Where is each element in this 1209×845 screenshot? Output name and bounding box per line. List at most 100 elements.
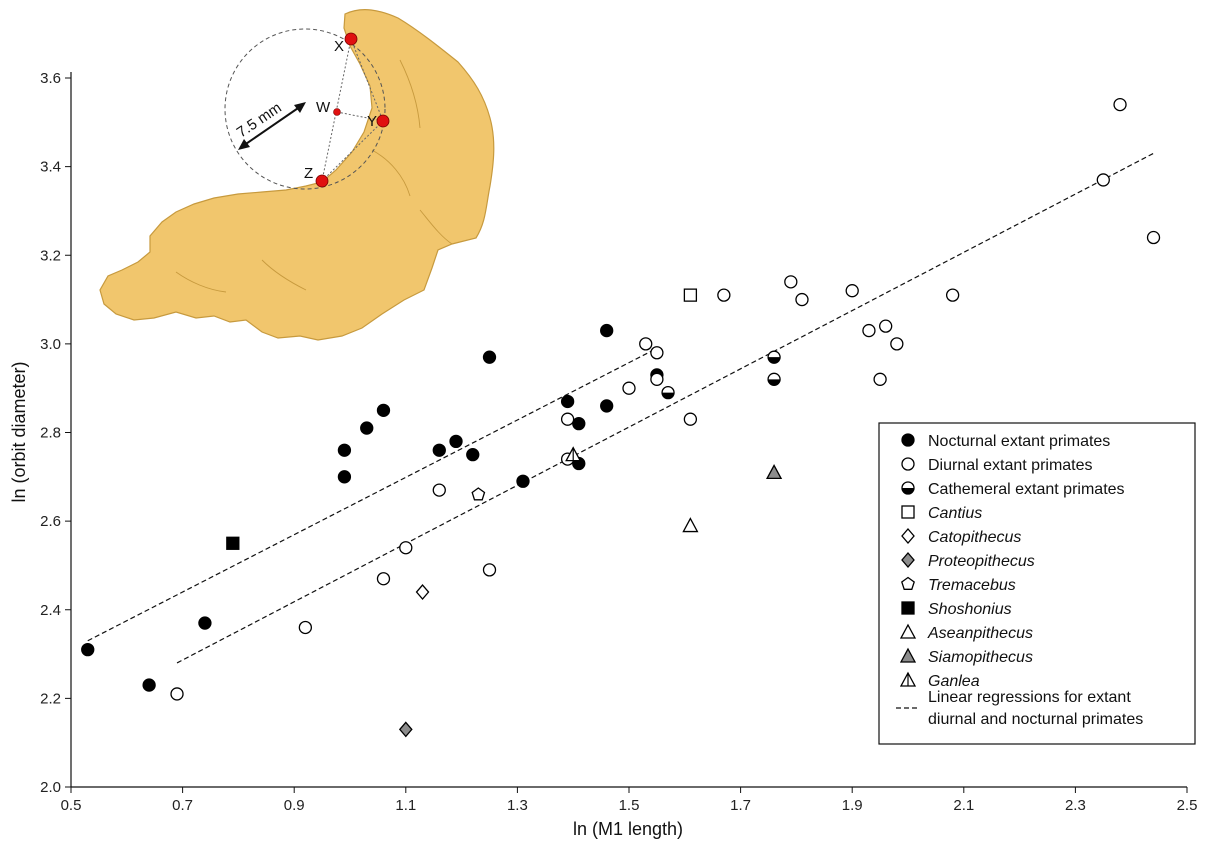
legend-marker — [901, 528, 915, 544]
x-tick-label: 2.5 — [1177, 797, 1198, 814]
x-tick-label: 1.3 — [507, 797, 528, 814]
y-tick-label: 3.2 — [40, 247, 61, 264]
y-tick-label: 3.4 — [40, 159, 61, 176]
legend-label: Nocturnal extant primates — [928, 433, 1110, 450]
data-point — [650, 346, 664, 360]
data-point — [432, 483, 446, 497]
legend-marker — [901, 505, 915, 519]
legend-marker — [899, 623, 917, 639]
data-point — [376, 572, 391, 586]
legend-box — [878, 422, 1196, 745]
legend-label: Ganlea — [928, 673, 980, 690]
orbit-chord — [350, 38, 384, 122]
x-tick-label: 1.5 — [619, 797, 640, 814]
x-tick-label: 1.9 — [842, 797, 863, 814]
landmark-label-z: Z — [304, 165, 313, 182]
data-point — [650, 372, 664, 386]
data-point — [482, 350, 497, 364]
y-tick-label: 2.0 — [40, 779, 61, 796]
y-tick-label: 3.0 — [40, 336, 61, 353]
x-tick-label: 0.7 — [172, 797, 193, 814]
legend-label: Aseanpithecus — [927, 625, 1033, 642]
data-point — [572, 416, 586, 431]
data-point — [1113, 97, 1127, 112]
x-tick-label: 0.9 — [284, 797, 305, 814]
data-point — [879, 319, 893, 333]
data-point — [784, 275, 798, 289]
data-point — [890, 337, 904, 351]
x-tick-label: 0.5 — [61, 797, 82, 814]
data-points — [81, 97, 1161, 738]
scale-arrow — [239, 103, 305, 149]
data-point — [560, 394, 575, 409]
regression-line — [87, 347, 658, 642]
legend-label: diurnal and nocturnal primates — [928, 711, 1143, 728]
data-point — [449, 434, 463, 449]
y-tick-label: 2.2 — [40, 690, 61, 707]
data-point — [466, 448, 480, 462]
landmark-z — [315, 174, 329, 188]
data-point — [600, 399, 614, 413]
legend-label: Catopithecus — [928, 529, 1021, 546]
legend-label: Cathemeral extant primates — [928, 481, 1125, 498]
legend-label: Cantius — [928, 505, 982, 522]
data-point — [565, 446, 582, 462]
legend-label: Proteopithecus — [928, 553, 1035, 570]
legend-label: Shoshonius — [928, 601, 1012, 618]
legend-marker — [901, 433, 915, 447]
data-point — [767, 372, 781, 386]
legend-label: Tremacebus — [928, 577, 1016, 594]
data-point — [560, 412, 575, 426]
data-point — [683, 412, 698, 426]
legend-marker — [901, 552, 915, 568]
data-point — [622, 381, 636, 395]
landmark-w — [333, 108, 341, 116]
y-tick-label: 2.6 — [40, 513, 61, 530]
x-tick-label: 2.1 — [953, 797, 974, 814]
scale-arrowhead — [238, 139, 250, 150]
data-point — [639, 337, 653, 351]
legend-marker — [901, 576, 915, 590]
data-point — [399, 541, 413, 555]
data-point — [682, 517, 699, 533]
data-point — [432, 443, 446, 457]
data-point — [516, 474, 530, 488]
data-point — [142, 678, 156, 692]
data-point — [683, 288, 698, 302]
legend-marker — [899, 647, 917, 663]
fossil-illustration: 7.5 mm X W Y Z — [99, 9, 495, 341]
legend-label: Siamopithecus — [928, 649, 1033, 666]
x-tick-label: 1.7 — [730, 797, 751, 814]
legend-label: Linear regressions for extant — [928, 689, 1131, 706]
y-tick-label: 2.8 — [40, 425, 61, 442]
landmark-label-w: W — [316, 99, 331, 116]
data-point — [795, 292, 809, 307]
fossil-crack — [175, 59, 453, 293]
data-point — [81, 642, 95, 657]
data-point — [482, 563, 497, 577]
data-point — [845, 284, 859, 298]
data-point — [1096, 173, 1110, 187]
data-point — [765, 464, 783, 480]
data-point — [360, 421, 374, 435]
legend-marker — [901, 481, 915, 495]
data-point — [862, 323, 876, 338]
data-point — [1146, 230, 1161, 245]
fossil-shape — [99, 9, 495, 341]
y-tick-label: 2.4 — [40, 602, 61, 619]
data-point — [170, 687, 184, 701]
y-tick-label: 3.6 — [40, 70, 61, 87]
data-point — [600, 323, 614, 338]
data-point — [471, 487, 486, 501]
legend-marker — [899, 671, 917, 687]
x-axis-title: ln (M1 length) — [573, 819, 683, 839]
legend: Nocturnal extant primates Diurnal extant … — [878, 422, 1196, 745]
data-point — [198, 616, 212, 630]
x-tick-label: 2.3 — [1065, 797, 1086, 814]
data-point — [717, 288, 731, 302]
legend-marker — [901, 601, 915, 615]
data-point — [873, 372, 887, 386]
data-point — [661, 385, 675, 400]
data-point — [767, 350, 781, 364]
